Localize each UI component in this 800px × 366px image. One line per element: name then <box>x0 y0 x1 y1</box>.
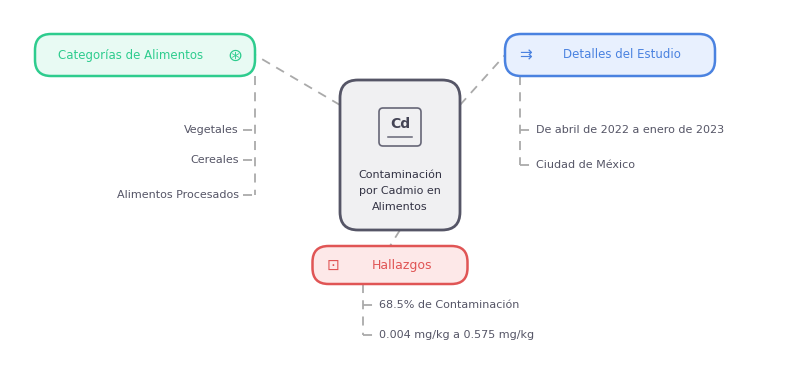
Text: Categorías de Alimentos: Categorías de Alimentos <box>58 49 203 61</box>
FancyBboxPatch shape <box>313 246 467 284</box>
FancyBboxPatch shape <box>35 34 255 76</box>
Text: Hallazgos: Hallazgos <box>372 258 432 272</box>
Text: ⊛: ⊛ <box>227 47 242 65</box>
Text: Cereales: Cereales <box>190 155 239 165</box>
Text: 0.004 mg/kg a 0.575 mg/kg: 0.004 mg/kg a 0.575 mg/kg <box>379 330 534 340</box>
FancyBboxPatch shape <box>379 108 421 146</box>
Text: por Cadmio en: por Cadmio en <box>359 186 441 196</box>
Text: Contaminación: Contaminación <box>358 170 442 180</box>
Text: ⇉: ⇉ <box>518 48 531 63</box>
Text: Detalles del Estudio: Detalles del Estudio <box>563 49 681 61</box>
Text: 68.5% de Contaminación: 68.5% de Contaminación <box>379 300 519 310</box>
Text: Alimentos: Alimentos <box>372 202 428 212</box>
FancyBboxPatch shape <box>505 34 715 76</box>
Text: Cd: Cd <box>390 117 410 131</box>
Text: ⊡: ⊡ <box>326 258 339 273</box>
Text: Alimentos Procesados: Alimentos Procesados <box>117 190 239 200</box>
Text: Ciudad de México: Ciudad de México <box>536 160 635 170</box>
Text: De abril de 2022 a enero de 2023: De abril de 2022 a enero de 2023 <box>536 125 724 135</box>
Text: Vegetales: Vegetales <box>184 125 239 135</box>
FancyBboxPatch shape <box>340 80 460 230</box>
